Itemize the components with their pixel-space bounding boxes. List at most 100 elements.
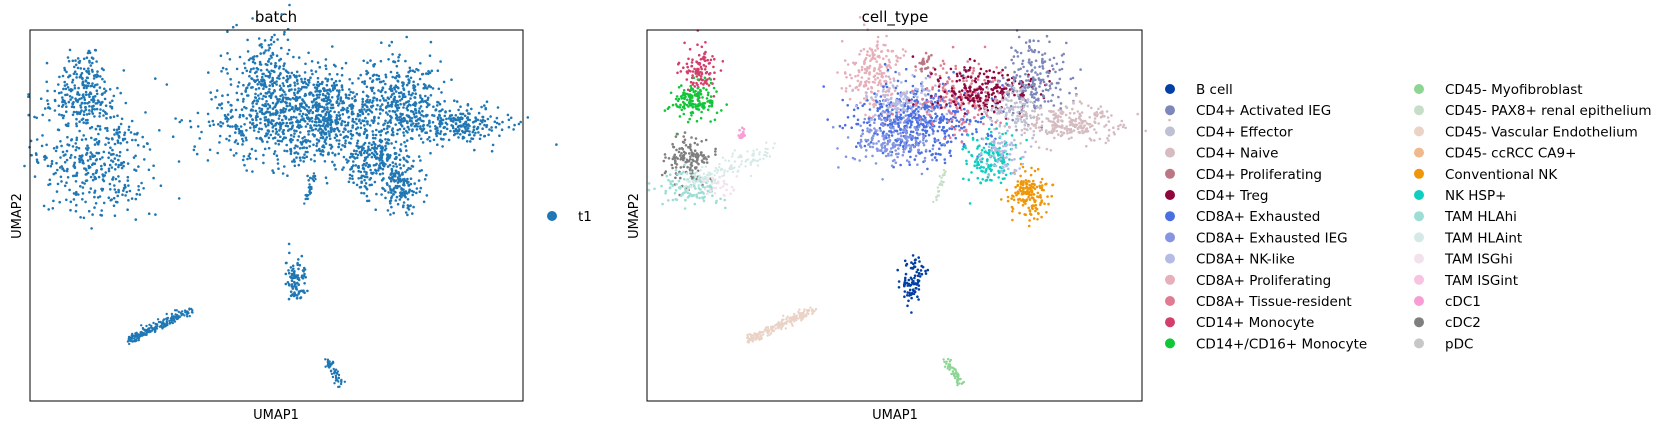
- batch-point: [277, 167, 280, 170]
- cell-point: [868, 108, 872, 111]
- batch-point: [241, 143, 244, 146]
- batch-point: [297, 163, 301, 167]
- batch-point: [308, 183, 311, 186]
- cell-point: [895, 113, 899, 116]
- batch-point: [387, 191, 390, 194]
- batch-point: [323, 89, 326, 93]
- batch-point: [337, 145, 340, 149]
- cell-point: [887, 136, 891, 139]
- batch-point: [96, 70, 99, 73]
- batch-point: [85, 93, 88, 96]
- batch-point: [237, 81, 241, 84]
- batch-point: [425, 72, 428, 75]
- batch-point: [291, 160, 294, 163]
- batch-point: [103, 80, 106, 83]
- batch-point: [392, 211, 396, 215]
- cell-point: [911, 84, 915, 88]
- batch-point: [368, 141, 371, 145]
- batch-point: [303, 77, 307, 81]
- cell-point: [695, 194, 698, 197]
- cell-point: [881, 134, 884, 138]
- batch-point: [54, 171, 57, 175]
- batch-point: [341, 113, 345, 116]
- batch-point: [81, 81, 85, 84]
- batch-point: [297, 290, 301, 293]
- cell-point: [693, 67, 696, 71]
- cell-point: [663, 153, 667, 156]
- batch-point: [123, 131, 127, 134]
- cell-point: [859, 134, 863, 138]
- batch-point: [419, 125, 422, 128]
- cell-point: [682, 158, 685, 162]
- batch-point: [451, 124, 455, 128]
- batch-point: [336, 95, 340, 98]
- batch-point: [269, 112, 273, 116]
- batch-point: [352, 164, 355, 167]
- batch-point: [372, 121, 375, 124]
- batch-point: [357, 146, 360, 150]
- batch-point: [364, 186, 368, 189]
- panel-title-cell-type: cell_type: [862, 8, 929, 27]
- cell-point: [861, 132, 864, 135]
- batch-point: [247, 154, 251, 158]
- batch-point: [95, 73, 99, 76]
- batch-point: [82, 86, 86, 90]
- batch-point: [300, 77, 303, 81]
- batch-point: [336, 121, 340, 124]
- batch-point: [418, 134, 421, 137]
- batch-point: [308, 189, 311, 193]
- cell-point: [878, 149, 882, 152]
- cell-point: [709, 58, 713, 62]
- cell-point: [870, 48, 873, 52]
- cell-point: [712, 86, 716, 90]
- batch-point: [380, 94, 384, 98]
- cell-point: [885, 85, 889, 89]
- batch-point: [373, 62, 377, 66]
- batch-point: [82, 67, 86, 71]
- batch-point: [122, 164, 125, 168]
- batch-point: [400, 117, 404, 121]
- cell-point: [766, 151, 769, 155]
- cell-point: [697, 162, 700, 166]
- cell-point: [667, 157, 671, 160]
- batch-point: [366, 149, 370, 152]
- batch-point: [375, 98, 379, 102]
- batch-point: [302, 85, 306, 89]
- cell-point: [689, 111, 693, 115]
- batch-point: [447, 117, 451, 120]
- cell-point: [862, 84, 866, 87]
- cell-point: [699, 92, 703, 96]
- cell-point: [921, 138, 925, 142]
- batch-point: [82, 162, 85, 165]
- cell-point: [854, 75, 857, 78]
- batch-point: [220, 70, 223, 73]
- batch-point: [100, 93, 104, 96]
- batch-point: [377, 122, 380, 125]
- batch-point: [365, 161, 369, 165]
- cell-point: [688, 184, 691, 187]
- batch-point: [236, 142, 240, 145]
- batch-point: [262, 161, 265, 165]
- batch-point: [178, 120, 182, 124]
- batch-point: [196, 111, 200, 115]
- cell-point: [851, 89, 854, 92]
- batch-point: [316, 76, 320, 80]
- cell-point: [689, 143, 692, 146]
- batch-point: [130, 197, 134, 200]
- cell-point: [885, 66, 889, 69]
- cell-point: [921, 123, 925, 126]
- cell-point: [863, 60, 866, 63]
- batch-point: [312, 172, 316, 175]
- batch-point: [245, 69, 249, 73]
- batch-point: [398, 127, 402, 131]
- cell-point: [713, 118, 717, 122]
- cell-point: [906, 139, 909, 142]
- cell-point: [669, 91, 673, 95]
- batch-point: [338, 385, 341, 388]
- batch-point: [293, 151, 297, 155]
- cell-point: [725, 188, 728, 192]
- batch-point: [456, 132, 459, 135]
- cell-point: [856, 74, 860, 77]
- batch-point: [264, 74, 268, 78]
- cell-point: [868, 145, 872, 149]
